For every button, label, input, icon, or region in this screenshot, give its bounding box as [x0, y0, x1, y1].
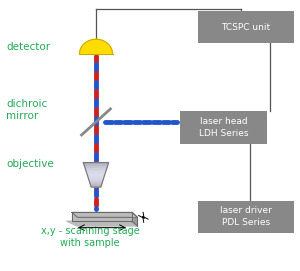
Text: detector: detector	[6, 43, 50, 52]
Polygon shape	[87, 173, 105, 175]
Polygon shape	[80, 39, 112, 54]
Text: x,y - scanning stage
with sample: x,y - scanning stage with sample	[40, 226, 140, 248]
Polygon shape	[90, 183, 102, 185]
Polygon shape	[85, 169, 107, 171]
FancyBboxPatch shape	[198, 201, 294, 233]
FancyBboxPatch shape	[198, 11, 294, 43]
Polygon shape	[91, 185, 101, 187]
Polygon shape	[67, 221, 137, 226]
Text: dichroic
mirror: dichroic mirror	[6, 99, 47, 121]
Polygon shape	[84, 164, 108, 167]
Polygon shape	[72, 212, 132, 221]
Text: objective: objective	[6, 159, 54, 169]
Text: laser driver
PDL Series: laser driver PDL Series	[220, 207, 272, 227]
Polygon shape	[85, 167, 107, 169]
Polygon shape	[72, 212, 137, 217]
Polygon shape	[127, 212, 137, 226]
FancyBboxPatch shape	[180, 111, 267, 144]
Text: TCSPC unit: TCSPC unit	[221, 22, 271, 32]
Polygon shape	[83, 163, 109, 164]
Polygon shape	[87, 175, 105, 177]
Polygon shape	[86, 171, 106, 173]
Polygon shape	[88, 177, 104, 179]
Polygon shape	[88, 179, 104, 181]
Text: laser head
LDH Series: laser head LDH Series	[199, 117, 248, 138]
Polygon shape	[89, 181, 103, 183]
